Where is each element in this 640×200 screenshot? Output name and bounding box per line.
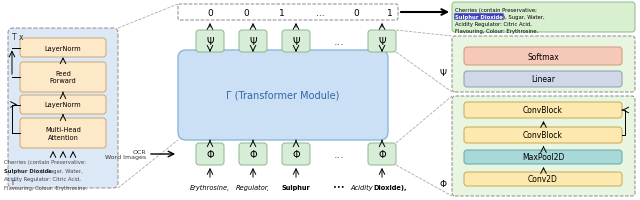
Text: Multi-Head
Attention: Multi-Head Attention bbox=[45, 127, 81, 140]
FancyBboxPatch shape bbox=[452, 3, 635, 33]
FancyBboxPatch shape bbox=[464, 150, 622, 164]
Text: Conv2D: Conv2D bbox=[528, 175, 558, 184]
Text: ...: ... bbox=[333, 37, 344, 47]
Text: T x: T x bbox=[12, 33, 24, 42]
Text: Sulphur: Sulphur bbox=[282, 184, 310, 190]
FancyBboxPatch shape bbox=[20, 39, 106, 58]
Text: Ψ: Ψ bbox=[292, 37, 300, 47]
Text: Φ: Φ bbox=[249, 149, 257, 159]
Text: ...: ... bbox=[316, 8, 324, 17]
Text: •••: ••• bbox=[333, 184, 345, 190]
Text: ...: ... bbox=[333, 149, 344, 159]
FancyBboxPatch shape bbox=[178, 5, 398, 21]
FancyBboxPatch shape bbox=[368, 31, 396, 53]
Text: ConvBlock: ConvBlock bbox=[523, 131, 563, 140]
Text: 1: 1 bbox=[279, 8, 285, 17]
FancyBboxPatch shape bbox=[239, 143, 267, 165]
Text: Acidity Regulator: Citric Acid,: Acidity Regulator: Citric Acid, bbox=[455, 22, 532, 27]
Text: Φ: Φ bbox=[292, 149, 300, 159]
FancyBboxPatch shape bbox=[196, 31, 224, 53]
Text: OCR
Word Images: OCR Word Images bbox=[105, 149, 146, 160]
Text: Softmax: Softmax bbox=[527, 52, 559, 61]
FancyBboxPatch shape bbox=[464, 102, 622, 118]
FancyBboxPatch shape bbox=[464, 48, 622, 66]
Text: Cherries (contain Preservative:: Cherries (contain Preservative: bbox=[4, 160, 86, 165]
FancyBboxPatch shape bbox=[282, 143, 310, 165]
FancyBboxPatch shape bbox=[178, 51, 388, 140]
Text: Erythrosine,: Erythrosine, bbox=[190, 184, 230, 190]
FancyBboxPatch shape bbox=[368, 143, 396, 165]
Text: 0: 0 bbox=[353, 8, 359, 17]
FancyBboxPatch shape bbox=[20, 118, 106, 148]
Text: Φ: Φ bbox=[206, 149, 214, 159]
Text: ), Sugar, Water,: ), Sugar, Water, bbox=[41, 168, 83, 173]
Text: Flavouring, Colour: Erythrosine.: Flavouring, Colour: Erythrosine. bbox=[4, 185, 87, 190]
Text: ConvBlock: ConvBlock bbox=[523, 106, 563, 115]
Text: Acidity: Acidity bbox=[351, 184, 373, 190]
Text: Γ (Transformer Module): Γ (Transformer Module) bbox=[227, 91, 340, 100]
Text: 1: 1 bbox=[387, 8, 393, 17]
FancyBboxPatch shape bbox=[20, 63, 106, 93]
Text: Ψ: Ψ bbox=[249, 37, 257, 47]
Text: MaxPool2D: MaxPool2D bbox=[522, 153, 564, 162]
FancyBboxPatch shape bbox=[239, 31, 267, 53]
Text: Acidity Regulator: Citric Acid,: Acidity Regulator: Citric Acid, bbox=[4, 177, 81, 182]
Text: LayerNorm: LayerNorm bbox=[45, 102, 81, 108]
FancyBboxPatch shape bbox=[8, 29, 118, 188]
Text: Feed
Forward: Feed Forward bbox=[50, 71, 76, 84]
Text: Γ: Γ bbox=[11, 179, 15, 185]
Text: 0: 0 bbox=[207, 8, 213, 17]
FancyBboxPatch shape bbox=[452, 37, 635, 93]
Text: ), Sugar, Water,: ), Sugar, Water, bbox=[503, 15, 545, 20]
FancyBboxPatch shape bbox=[464, 127, 622, 143]
FancyBboxPatch shape bbox=[452, 97, 635, 196]
FancyBboxPatch shape bbox=[464, 72, 622, 88]
Text: Cherries (contain Preservative;: Cherries (contain Preservative; bbox=[455, 8, 537, 13]
Text: LayerNorm: LayerNorm bbox=[45, 45, 81, 51]
Text: Linear: Linear bbox=[531, 75, 555, 84]
Text: 0: 0 bbox=[243, 8, 249, 17]
Text: Dioxide),: Dioxide), bbox=[373, 184, 407, 190]
Text: Φ: Φ bbox=[440, 180, 447, 189]
FancyBboxPatch shape bbox=[464, 172, 622, 186]
Text: Sulphur Dioxide: Sulphur Dioxide bbox=[4, 168, 52, 173]
Text: Regulator,: Regulator, bbox=[236, 184, 270, 190]
Text: Ψ: Ψ bbox=[440, 69, 447, 78]
FancyBboxPatch shape bbox=[196, 143, 224, 165]
FancyBboxPatch shape bbox=[282, 31, 310, 53]
Text: Ψ: Ψ bbox=[378, 37, 386, 47]
Text: Flavouring, Colour: Erythrosine.: Flavouring, Colour: Erythrosine. bbox=[455, 29, 538, 34]
Text: Sulphur Dioxide: Sulphur Dioxide bbox=[455, 15, 503, 20]
FancyBboxPatch shape bbox=[20, 96, 106, 114]
Text: Ψ: Ψ bbox=[206, 37, 214, 47]
Text: Φ: Φ bbox=[378, 149, 386, 159]
